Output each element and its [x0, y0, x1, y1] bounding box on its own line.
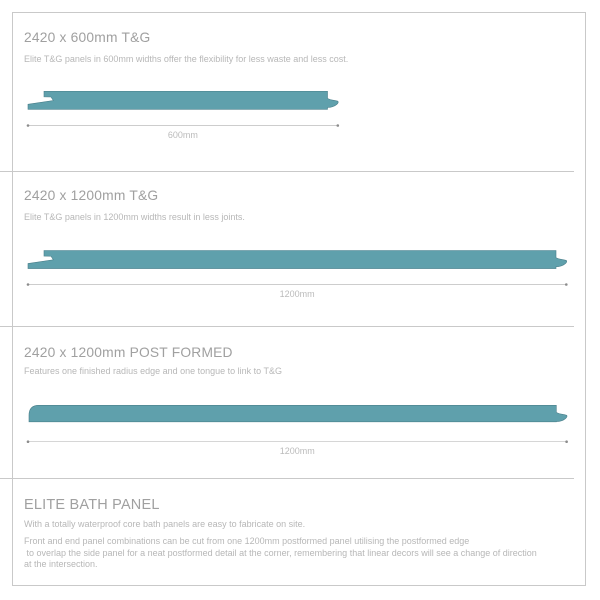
svg-text:1200mm: 1200mm [280, 446, 315, 456]
